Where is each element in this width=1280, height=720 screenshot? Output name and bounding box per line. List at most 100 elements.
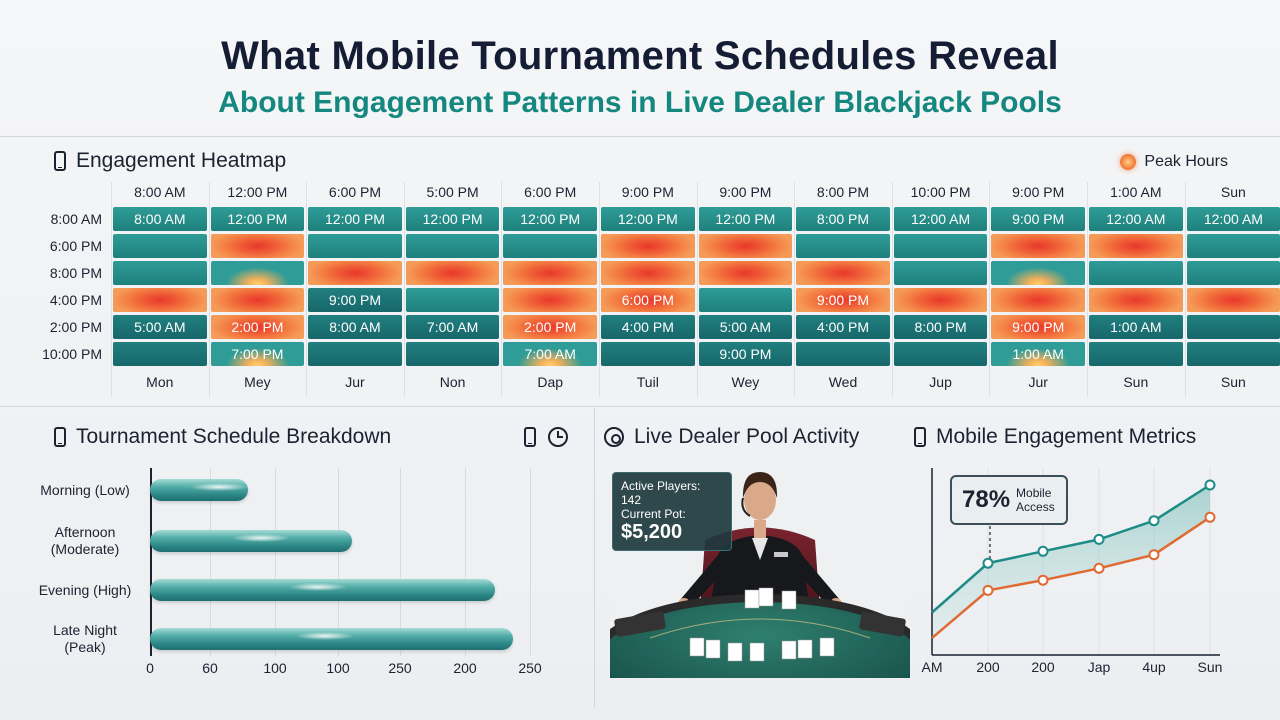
heatmap-col-header: 10:00 PM (910, 184, 971, 200)
heatmap-cell (210, 261, 305, 285)
heatmap-cell: 8:00 AM (113, 207, 207, 231)
heatmap-col-line (989, 182, 991, 397)
heatmap-cell (698, 261, 793, 285)
series-point (1204, 511, 1216, 523)
bar-label-line: (Moderate) (50, 541, 120, 557)
heatmap-row-label: 10:00 PM (42, 346, 102, 362)
phone-icon (54, 427, 66, 447)
chip-tray (614, 611, 906, 637)
heatmap-col-line (1184, 182, 1186, 397)
mid-divider (0, 406, 1280, 407)
heatmap-col-line (794, 182, 796, 397)
heatmap-col-header: Sun (1220, 184, 1246, 200)
phone-icon (524, 427, 536, 447)
heatmap-cell: 12:00 PM (405, 207, 500, 231)
heatmap-cell: 12:00 PM (210, 207, 305, 231)
heatmap-cell (601, 342, 695, 366)
heatmap-col-footer: Jur (345, 374, 365, 390)
heatmap-cell (1089, 288, 1183, 312)
series-point (982, 557, 994, 569)
heatmap-cell: 7:00 AM (405, 315, 500, 339)
heatmap-row-label: 6:00 PM (49, 238, 102, 254)
heatmap-col-header: 6:00 PM (328, 184, 382, 200)
heatmap-cell (210, 234, 305, 258)
bottom-left-divider (594, 408, 595, 708)
bar-category-label: Evening (High) (30, 582, 140, 599)
series-line (931, 483, 1211, 614)
heatmap-cell: 1:00 AM (1089, 315, 1183, 339)
breakdown-section-title: Tournament Schedule Breakdown (54, 425, 391, 449)
heatmap-title: Engagement Heatmap (76, 149, 287, 172)
heatmap-cell (503, 261, 597, 285)
bar-grid-line (400, 468, 401, 656)
x-tick-label: Sun (1198, 659, 1223, 675)
heatmap-cell (1089, 261, 1183, 285)
heatmap-cell (893, 288, 988, 312)
heatmap-row-label: 2:00 PM (49, 319, 102, 335)
page-subtitle: About Engagement Patterns in Live Dealer… (218, 86, 1062, 119)
x-tick-label: 200 (1031, 659, 1055, 675)
bar-label-line: Morning (Low) (40, 482, 130, 498)
bar-axis-tick: 250 (518, 660, 542, 676)
bar-label-line: Evening (High) (38, 582, 132, 598)
series-point (1037, 574, 1049, 586)
heatmap-col-footer: Sun (1220, 374, 1246, 390)
heatmap-cell: 12:00 AM (1186, 207, 1280, 231)
heatmap-row-label: 4:00 PM (49, 292, 102, 308)
legend-label: Peak Hours (1144, 153, 1228, 170)
dealer-scene: Active Players: 142 Current Pot: $5,200 (610, 460, 910, 678)
heatmap-col-line (696, 182, 698, 397)
heatmap-col-footer: Sun (1123, 374, 1149, 390)
dealer-arm-left (680, 555, 725, 608)
heatmap-cell: 8:00 PM (893, 315, 988, 339)
heatmap-cell (796, 261, 890, 285)
dealer-hair (742, 472, 778, 498)
bar-axis-tick: 100 (263, 660, 287, 676)
heatmap-cell: 9:00 PM (991, 315, 1085, 339)
mobile-access-value: 78% (962, 486, 1011, 513)
bar (150, 628, 513, 650)
series-point (1148, 549, 1160, 561)
breakdown-icons (524, 427, 568, 447)
heatmap-cell: 12:00 AM (893, 207, 988, 231)
heatmap-cell (1186, 342, 1280, 366)
heatmap-cell (113, 342, 207, 366)
heatmap-cell (991, 261, 1085, 285)
heatmap-cell (698, 288, 793, 312)
heatmap-cell: 12:00 PM (698, 207, 793, 231)
series-point (1037, 545, 1049, 557)
current-pot-value: $5,200 (621, 521, 683, 543)
bar-grid-line (210, 468, 211, 656)
bar-axis-tick: 0 (146, 660, 154, 676)
heatmap-cell (1186, 234, 1280, 258)
heatmap-col-line (1087, 182, 1088, 397)
bar-category-label: Late Night (Peak) (30, 622, 140, 656)
heatmap-col-line (111, 182, 112, 397)
heatmap-col-footer: Jur (1028, 374, 1048, 390)
active-players-text: Active Players: 142 (621, 479, 701, 507)
table-arc (649, 618, 871, 639)
heatmap-cell (113, 288, 207, 312)
series-point (1093, 533, 1105, 545)
bar-label-line: Afternoon (54, 524, 116, 540)
heatmap-cell (113, 261, 207, 285)
x-tick-label: 4up (1142, 659, 1166, 675)
heatmap-col-header: 9:00 PM (621, 184, 674, 200)
metrics-title: Mobile Engagement Metrics (936, 425, 1197, 448)
cards (689, 587, 835, 662)
table-felt (610, 598, 910, 678)
mobile-access-callout: 78% Mobile Access (950, 475, 1068, 525)
heatmap-cell (601, 234, 695, 258)
x-tick-label: AM (922, 659, 943, 675)
heatmap-section-title: Engagement Heatmap (54, 149, 286, 173)
heatmap-cell (893, 234, 988, 258)
heatmap-cell (405, 288, 500, 312)
heatmap-cell (991, 234, 1085, 258)
heatmap-col-footer: Tuil (636, 374, 659, 390)
heatmap-cell: 12:00 PM (601, 207, 695, 231)
heatmap-cell: 12:00 PM (308, 207, 402, 231)
dealer-shirt (752, 538, 768, 560)
clock-icon (548, 427, 568, 447)
heatmap-cell (796, 342, 890, 366)
mobile-access-label: Mobile Access (1016, 486, 1055, 514)
